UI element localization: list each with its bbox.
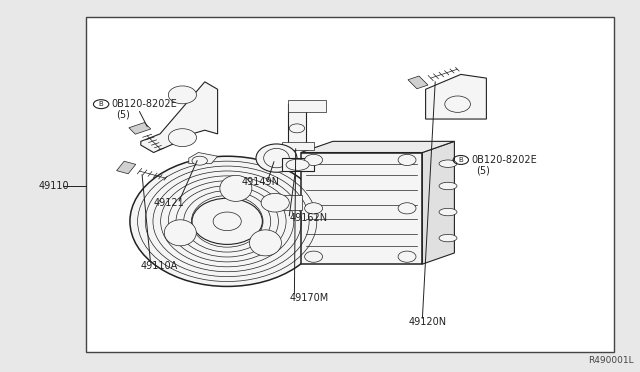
Polygon shape — [189, 153, 218, 164]
Polygon shape — [116, 161, 136, 174]
Ellipse shape — [168, 86, 196, 104]
Ellipse shape — [439, 182, 457, 190]
Polygon shape — [301, 153, 422, 264]
Ellipse shape — [164, 220, 196, 246]
Ellipse shape — [168, 129, 196, 147]
Ellipse shape — [445, 96, 470, 112]
Polygon shape — [272, 195, 302, 210]
Ellipse shape — [264, 148, 289, 168]
Text: 49170M: 49170M — [289, 293, 328, 302]
Polygon shape — [288, 104, 306, 145]
Ellipse shape — [305, 203, 323, 214]
Text: 49149N: 49149N — [242, 177, 280, 187]
Text: (5): (5) — [476, 166, 490, 175]
Polygon shape — [426, 74, 486, 119]
Text: B: B — [99, 101, 104, 107]
Text: 49162N: 49162N — [289, 213, 328, 222]
Ellipse shape — [192, 198, 262, 244]
Ellipse shape — [439, 234, 457, 242]
Text: (5): (5) — [116, 110, 131, 119]
Polygon shape — [288, 100, 326, 112]
Ellipse shape — [305, 251, 323, 262]
Polygon shape — [422, 141, 454, 264]
Bar — [86, 17, 614, 352]
Text: 49110: 49110 — [38, 181, 69, 191]
Polygon shape — [141, 82, 218, 153]
Ellipse shape — [439, 160, 457, 167]
Ellipse shape — [220, 175, 252, 201]
Ellipse shape — [256, 144, 297, 172]
Ellipse shape — [192, 156, 207, 165]
Ellipse shape — [439, 208, 457, 216]
Text: 0B120-8202E: 0B120-8202E — [471, 155, 537, 165]
Text: 49120N: 49120N — [408, 317, 447, 327]
Ellipse shape — [398, 154, 416, 166]
Ellipse shape — [130, 156, 324, 286]
Ellipse shape — [289, 124, 305, 133]
Text: 0B120-8202E: 0B120-8202E — [111, 99, 177, 109]
Text: 49121: 49121 — [154, 198, 184, 208]
Polygon shape — [301, 141, 454, 153]
Text: B: B — [458, 157, 463, 163]
Polygon shape — [282, 158, 314, 171]
Polygon shape — [408, 76, 428, 89]
Ellipse shape — [261, 193, 289, 212]
Ellipse shape — [213, 212, 241, 231]
Ellipse shape — [398, 203, 416, 214]
Ellipse shape — [250, 230, 282, 256]
Polygon shape — [129, 122, 151, 134]
Polygon shape — [282, 142, 314, 150]
Ellipse shape — [398, 251, 416, 262]
Text: 49110A: 49110A — [141, 261, 178, 271]
Ellipse shape — [286, 159, 309, 170]
Ellipse shape — [305, 154, 323, 166]
Text: R490001L: R490001L — [588, 356, 634, 365]
